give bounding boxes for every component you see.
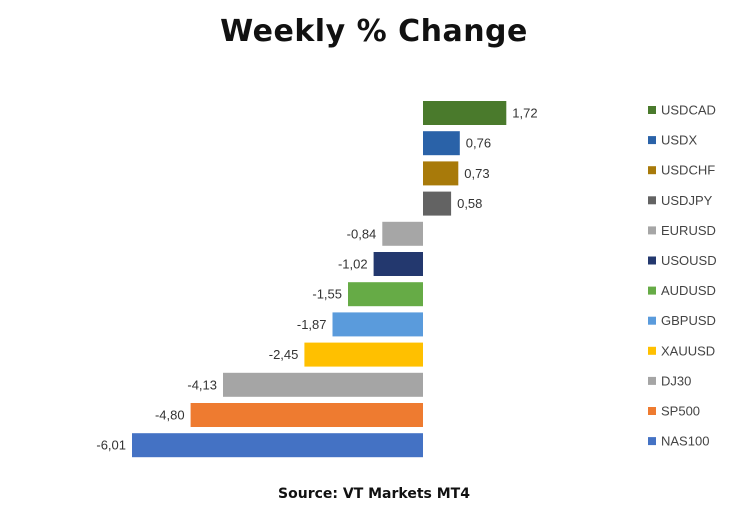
value-labels-group: 1,72 0,76 0,73 0,58 -0,84 -1,02 -1,55 -1,87 -2,4…: [96, 106, 537, 453]
legend-label-eurusd: EURUSD: [661, 223, 716, 238]
bar-usdx: [423, 131, 460, 156]
value-label-usdchf: 0,73: [464, 166, 489, 181]
bars-group: [132, 101, 507, 458]
legend-label-nas100: NAS100: [661, 434, 709, 449]
bar-xauusd: [304, 342, 423, 367]
bar-audusd: [348, 282, 423, 307]
value-label-usdcad: 1,72: [512, 106, 537, 121]
legend-swatch-xauusd: [648, 346, 656, 355]
value-label-xauusd: -2,45: [269, 347, 299, 362]
bar-gbpusd: [332, 312, 423, 337]
bar-nas100: [132, 433, 423, 458]
bar-usdchf: [423, 161, 459, 186]
legend-label-usdcad: USDCAD: [661, 103, 716, 118]
value-label-eurusd: -0,84: [347, 226, 377, 241]
legend-label-usdchf: USDCHF: [661, 163, 715, 178]
bar-dj30: [223, 372, 423, 397]
legend: USDCAD USDX USDCHF USDJPY EURUSD USOUSD AUDUSD…: [648, 103, 717, 449]
bar-sp500: [190, 403, 423, 427]
legend-swatch-usdchf: [648, 166, 656, 175]
value-label-gbpusd: -1,87: [297, 317, 327, 332]
legend-label-usdx: USDX: [661, 133, 697, 148]
legend-swatch-usdjpy: [648, 196, 656, 205]
legend-swatch-gbpusd: [648, 316, 656, 325]
legend-swatch-dj30: [648, 376, 656, 385]
legend-label-audusd: AUDUSD: [661, 283, 716, 298]
value-label-usousd: -1,02: [338, 257, 368, 272]
legend-label-sp500: SP500: [661, 404, 700, 419]
chart-title: Weekly % Change: [220, 14, 528, 49]
legend-swatch-usdcad: [648, 106, 656, 114]
legend-swatch-usousd: [648, 256, 656, 265]
legend-swatch-nas100: [648, 437, 656, 446]
value-label-nas100: -6,01: [96, 438, 126, 453]
value-label-audusd: -1,55: [312, 287, 342, 302]
value-label-dj30: -4,13: [187, 377, 217, 392]
legend-label-usousd: USOUSD: [661, 253, 717, 268]
value-label-usdjpy: 0,58: [457, 196, 482, 211]
value-label-usdx: 0,76: [466, 136, 491, 151]
legend-swatch-audusd: [648, 286, 656, 295]
bar-usdcad: [423, 101, 507, 125]
legend-swatch-usdx: [648, 136, 656, 145]
bar-usousd: [373, 252, 423, 276]
legend-label-xauusd: XAUUSD: [661, 343, 715, 358]
source-note: Source: VT Markets MT4: [278, 486, 470, 502]
value-label-sp500: -4,80: [155, 408, 185, 423]
bar-usdjpy: [423, 191, 452, 216]
legend-swatch-eurusd: [648, 226, 656, 235]
legend-label-gbpusd: GBPUSD: [661, 313, 716, 328]
legend-swatch-sp500: [648, 407, 656, 415]
legend-label-dj30: DJ30: [661, 373, 691, 388]
legend-label-usdjpy: USDJPY: [661, 193, 713, 208]
bar-eurusd: [382, 221, 423, 246]
